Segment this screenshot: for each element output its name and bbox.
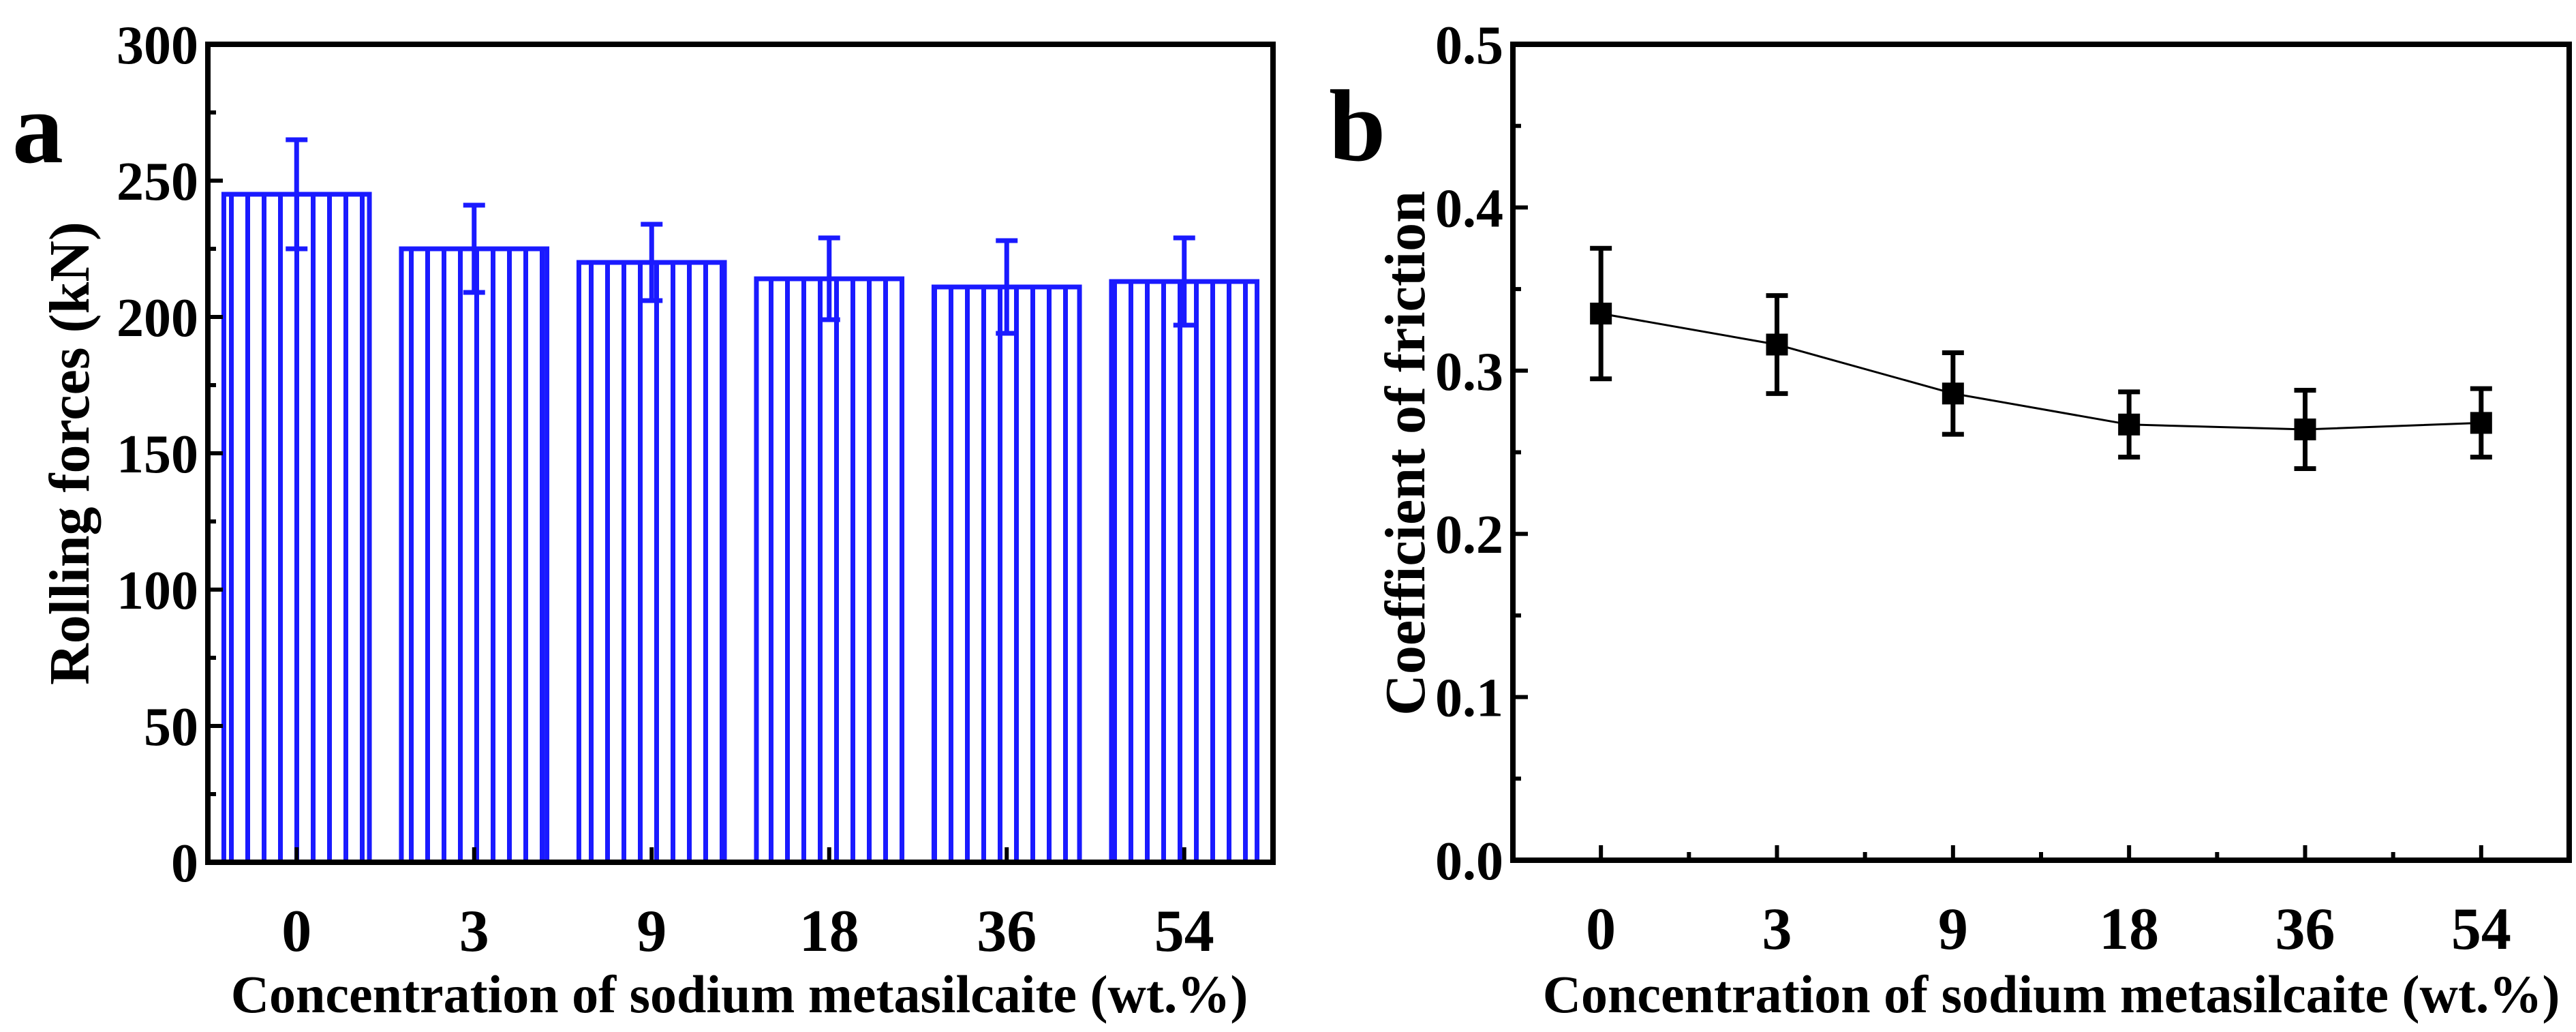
- y-tick-label: 0.0: [1435, 832, 1503, 892]
- y-tick-label: 200: [117, 288, 198, 348]
- y-tick-label: 0.3: [1435, 342, 1503, 402]
- panel-b-line-chart: b Coefficient of friction Concentration …: [1329, 16, 2572, 1024]
- panel-label-b: b: [1329, 70, 1385, 183]
- x-tick-label: 54: [1154, 898, 1214, 965]
- y-tick-label: 150: [117, 425, 198, 485]
- data-point: [2470, 412, 2492, 434]
- x-tick-label: 18: [799, 898, 859, 965]
- y-tick-label: 300: [117, 16, 198, 76]
- x-tick-label: 0: [281, 898, 311, 965]
- y-tick-label: 0: [171, 834, 198, 894]
- y-tick-label: 0.4: [1435, 179, 1503, 239]
- error-bar: [641, 222, 663, 303]
- y-tick-label: 250: [117, 152, 198, 212]
- series-line: [1600, 312, 2481, 431]
- data-point: [2118, 413, 2141, 436]
- bar: [931, 284, 1082, 865]
- x-tick-label: 36: [2275, 896, 2335, 962]
- data-point: [1942, 382, 1964, 405]
- x-tick-label: 18: [2099, 896, 2159, 962]
- x-tick-label: 9: [637, 898, 666, 965]
- error-bar: [996, 238, 1018, 336]
- y-tick-label: 0.5: [1435, 16, 1503, 76]
- error-bar: [463, 202, 485, 295]
- data-point: [1766, 333, 1788, 356]
- panel-label-a: a: [12, 72, 63, 185]
- data-point: [1590, 303, 1612, 325]
- bar: [221, 192, 372, 865]
- error-bar: [818, 235, 840, 322]
- x-tick-label: 3: [1762, 896, 1792, 962]
- data-point: [2294, 418, 2316, 440]
- x-tick-label: 3: [459, 898, 489, 965]
- y-axis-title: Rolling forces (kN): [38, 222, 102, 685]
- y-tick-label: 0.1: [1435, 669, 1503, 729]
- x-axis-title: Concentration of sodium metasilcaite (wt…: [231, 965, 1248, 1024]
- y-axis-title: Coefficient of friction: [1374, 191, 1437, 716]
- bar: [754, 276, 905, 865]
- error-bar: [1173, 235, 1195, 328]
- bar: [399, 246, 550, 865]
- x-tick-label: 36: [977, 898, 1037, 965]
- y-tick-label: 100: [117, 561, 198, 621]
- x-tick-label: 0: [1586, 896, 1616, 962]
- panel-a-bar-chart: a Rolling forces (kN) Concentration of s…: [12, 16, 1276, 1024]
- y-tick-label: 50: [144, 697, 198, 757]
- bar: [1109, 279, 1260, 865]
- y-tick-label: 0.2: [1435, 505, 1503, 565]
- x-tick-label: 54: [2451, 896, 2511, 962]
- x-tick-label: 9: [1938, 896, 1968, 962]
- plot-frame: [1510, 42, 2572, 863]
- x-axis-title: Concentration of sodium metasilcaite (wt…: [1543, 965, 2560, 1024]
- error-bar: [286, 137, 308, 252]
- bar: [576, 260, 727, 865]
